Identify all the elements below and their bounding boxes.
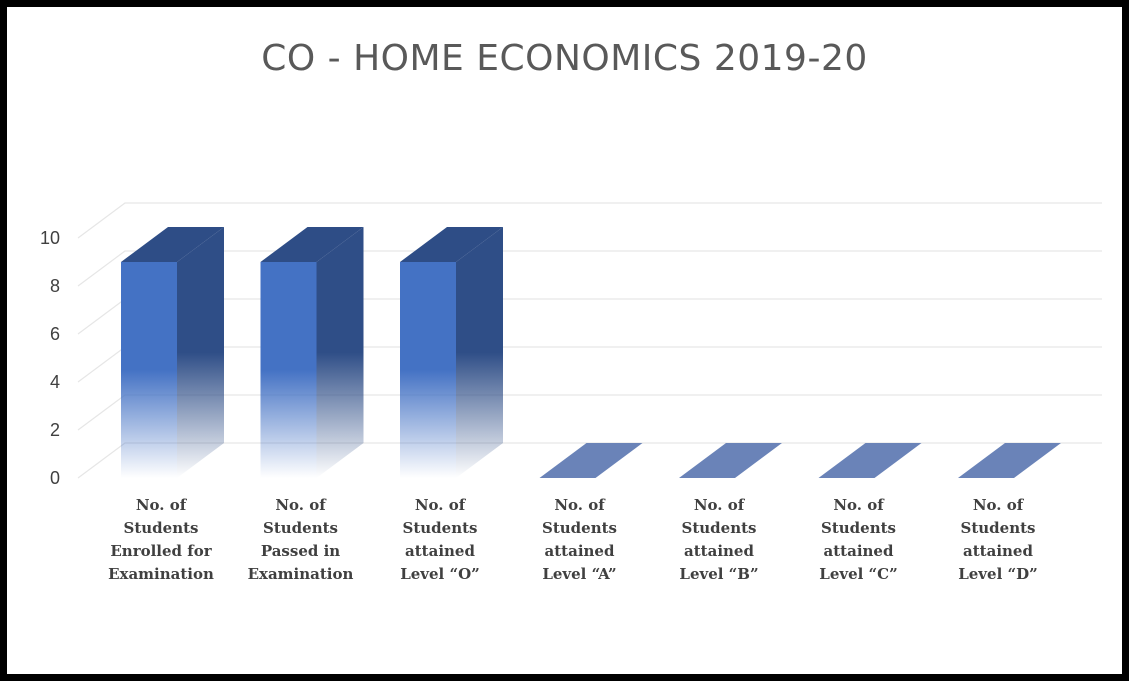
bar-front: [400, 262, 456, 478]
bar-top: [679, 443, 782, 478]
bar-top: [260, 227, 364, 262]
bar-top: [121, 227, 224, 262]
bar-front: [260, 262, 317, 478]
bar-top: [539, 443, 643, 478]
y-tick-label: 4: [50, 372, 60, 392]
bar-side: [177, 227, 224, 478]
x-tick-label: No. of Students attained Level “C”: [819, 496, 898, 583]
gridlines: [77, 202, 1102, 479]
gridline: [77, 298, 1102, 335]
gridline: [77, 346, 1102, 383]
bar-top: [958, 443, 1061, 478]
bar: [679, 443, 782, 478]
x-tick-label: No. of Students attained Level “A”: [542, 496, 617, 583]
y-tick-label: 0: [50, 468, 60, 488]
bar-top: [818, 443, 922, 478]
bar-top: [400, 227, 503, 262]
bar-side: [456, 227, 503, 478]
gridline: [77, 202, 1102, 239]
x-tick-label: No. of Students Enrolled for Examination: [108, 496, 214, 583]
x-tick-label: No. of Students attained Level “O”: [400, 496, 480, 583]
bar: [818, 443, 922, 478]
x-tick-label: No. of Students Passed in Examination: [247, 496, 354, 583]
bar: [539, 443, 643, 478]
bar: [400, 227, 503, 478]
y-tick-label: 10: [40, 228, 60, 248]
x-tick-label: No. of Students attained Level “B”: [679, 496, 759, 583]
gridline: [77, 250, 1102, 287]
x-tick-label: No. of Students attained Level “D”: [958, 496, 1038, 583]
bar-side: [316, 227, 364, 478]
gridline: [77, 394, 1102, 431]
chart-title: CO - HOME ECONOMICS 2019-20: [261, 38, 868, 79]
y-axis-ticks: 0 2 4 6 8 10: [40, 228, 60, 488]
bars: [121, 227, 1061, 478]
y-tick-label: 6: [50, 324, 60, 344]
y-tick-label: 8: [50, 276, 60, 296]
bar: [260, 227, 364, 478]
bar-front: [121, 262, 177, 478]
y-tick-label: 2: [50, 420, 60, 440]
bar: [958, 443, 1061, 478]
bar: [121, 227, 224, 478]
